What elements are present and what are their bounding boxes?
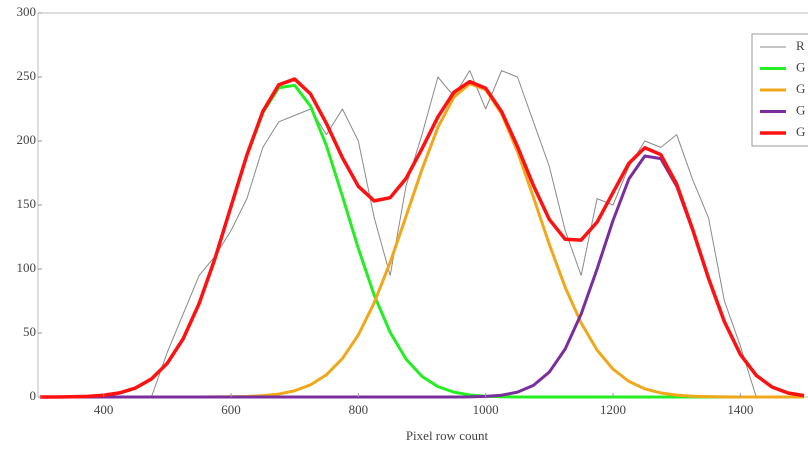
y-tick-label: 100 <box>17 260 37 275</box>
legend-label: R <box>796 38 805 53</box>
x-tick-label: 1400 <box>727 402 753 417</box>
x-tick-label: 800 <box>349 402 369 417</box>
series-line <box>40 82 804 399</box>
y-tick-label: 200 <box>17 132 37 147</box>
y-tick-label: 50 <box>23 324 36 339</box>
x-tick-label: 1200 <box>600 402 626 417</box>
legend-label: G <box>796 59 805 74</box>
legend-label: G <box>796 81 805 96</box>
x-tick-label: 400 <box>94 402 114 417</box>
x-tick-label: 600 <box>221 402 241 417</box>
legend-label: G <box>796 124 805 139</box>
y-tick-label: 250 <box>17 68 37 83</box>
series-line <box>40 83 804 399</box>
y-tick-label: 0 <box>30 388 37 403</box>
x-axis-label: Pixel row count <box>406 428 489 443</box>
y-tick-label: 300 <box>17 4 37 19</box>
legend-label: G <box>796 102 805 117</box>
series-line <box>40 77 805 399</box>
y-tick-label: 150 <box>17 196 37 211</box>
series-line <box>40 154 805 399</box>
x-tick-label: 1000 <box>473 402 499 417</box>
series-line <box>40 70 804 398</box>
plot-area <box>40 70 805 399</box>
